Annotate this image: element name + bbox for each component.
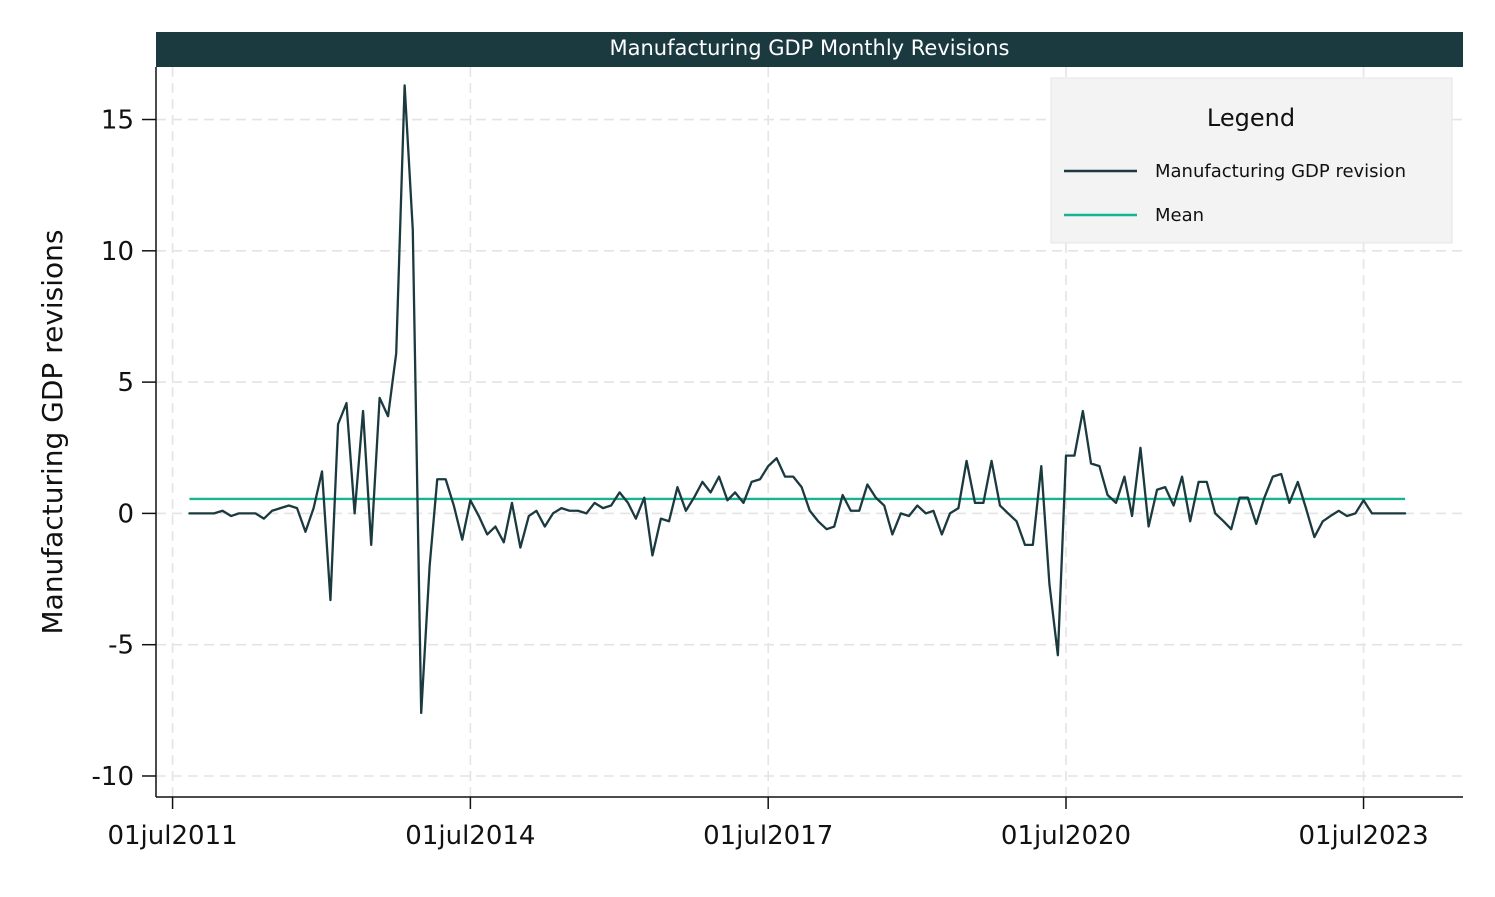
y-tick-label: 15 bbox=[101, 106, 134, 136]
x-tick-label: 01jul2011 bbox=[107, 821, 237, 851]
legend-title: Legend bbox=[1207, 104, 1295, 132]
y-axis-title: Manufacturing GDP revisions bbox=[36, 229, 69, 634]
x-tick-label: 01jul2014 bbox=[405, 821, 535, 851]
legend-label-revision: Manufacturing GDP revision bbox=[1155, 161, 1406, 182]
x-tick-label: 01jul2023 bbox=[1298, 821, 1428, 851]
x-tick-label: 01jul2017 bbox=[703, 821, 833, 851]
y-tick-label: -5 bbox=[108, 631, 134, 661]
revision-series-line bbox=[188, 84, 1407, 715]
y-tick-label: 0 bbox=[117, 499, 134, 529]
y-tick-label: 10 bbox=[101, 237, 134, 267]
x-tick-label: 01jul2020 bbox=[1001, 821, 1131, 851]
legend: Legend Manufacturing GDP revision Mean bbox=[1050, 77, 1453, 244]
legend-label-mean: Mean bbox=[1155, 205, 1204, 226]
y-tick-label: 5 bbox=[117, 368, 134, 398]
series-layer bbox=[188, 84, 1407, 715]
chart-title: Manufacturing GDP Monthly Revisions bbox=[610, 36, 1010, 60]
axes: 15 10 5 0 -5 -10 01jul2011 01jul2014 01jul2017 01… bbox=[92, 67, 1463, 851]
title-bar bbox=[156, 32, 1463, 67]
y-tick-label: -10 bbox=[92, 762, 134, 792]
